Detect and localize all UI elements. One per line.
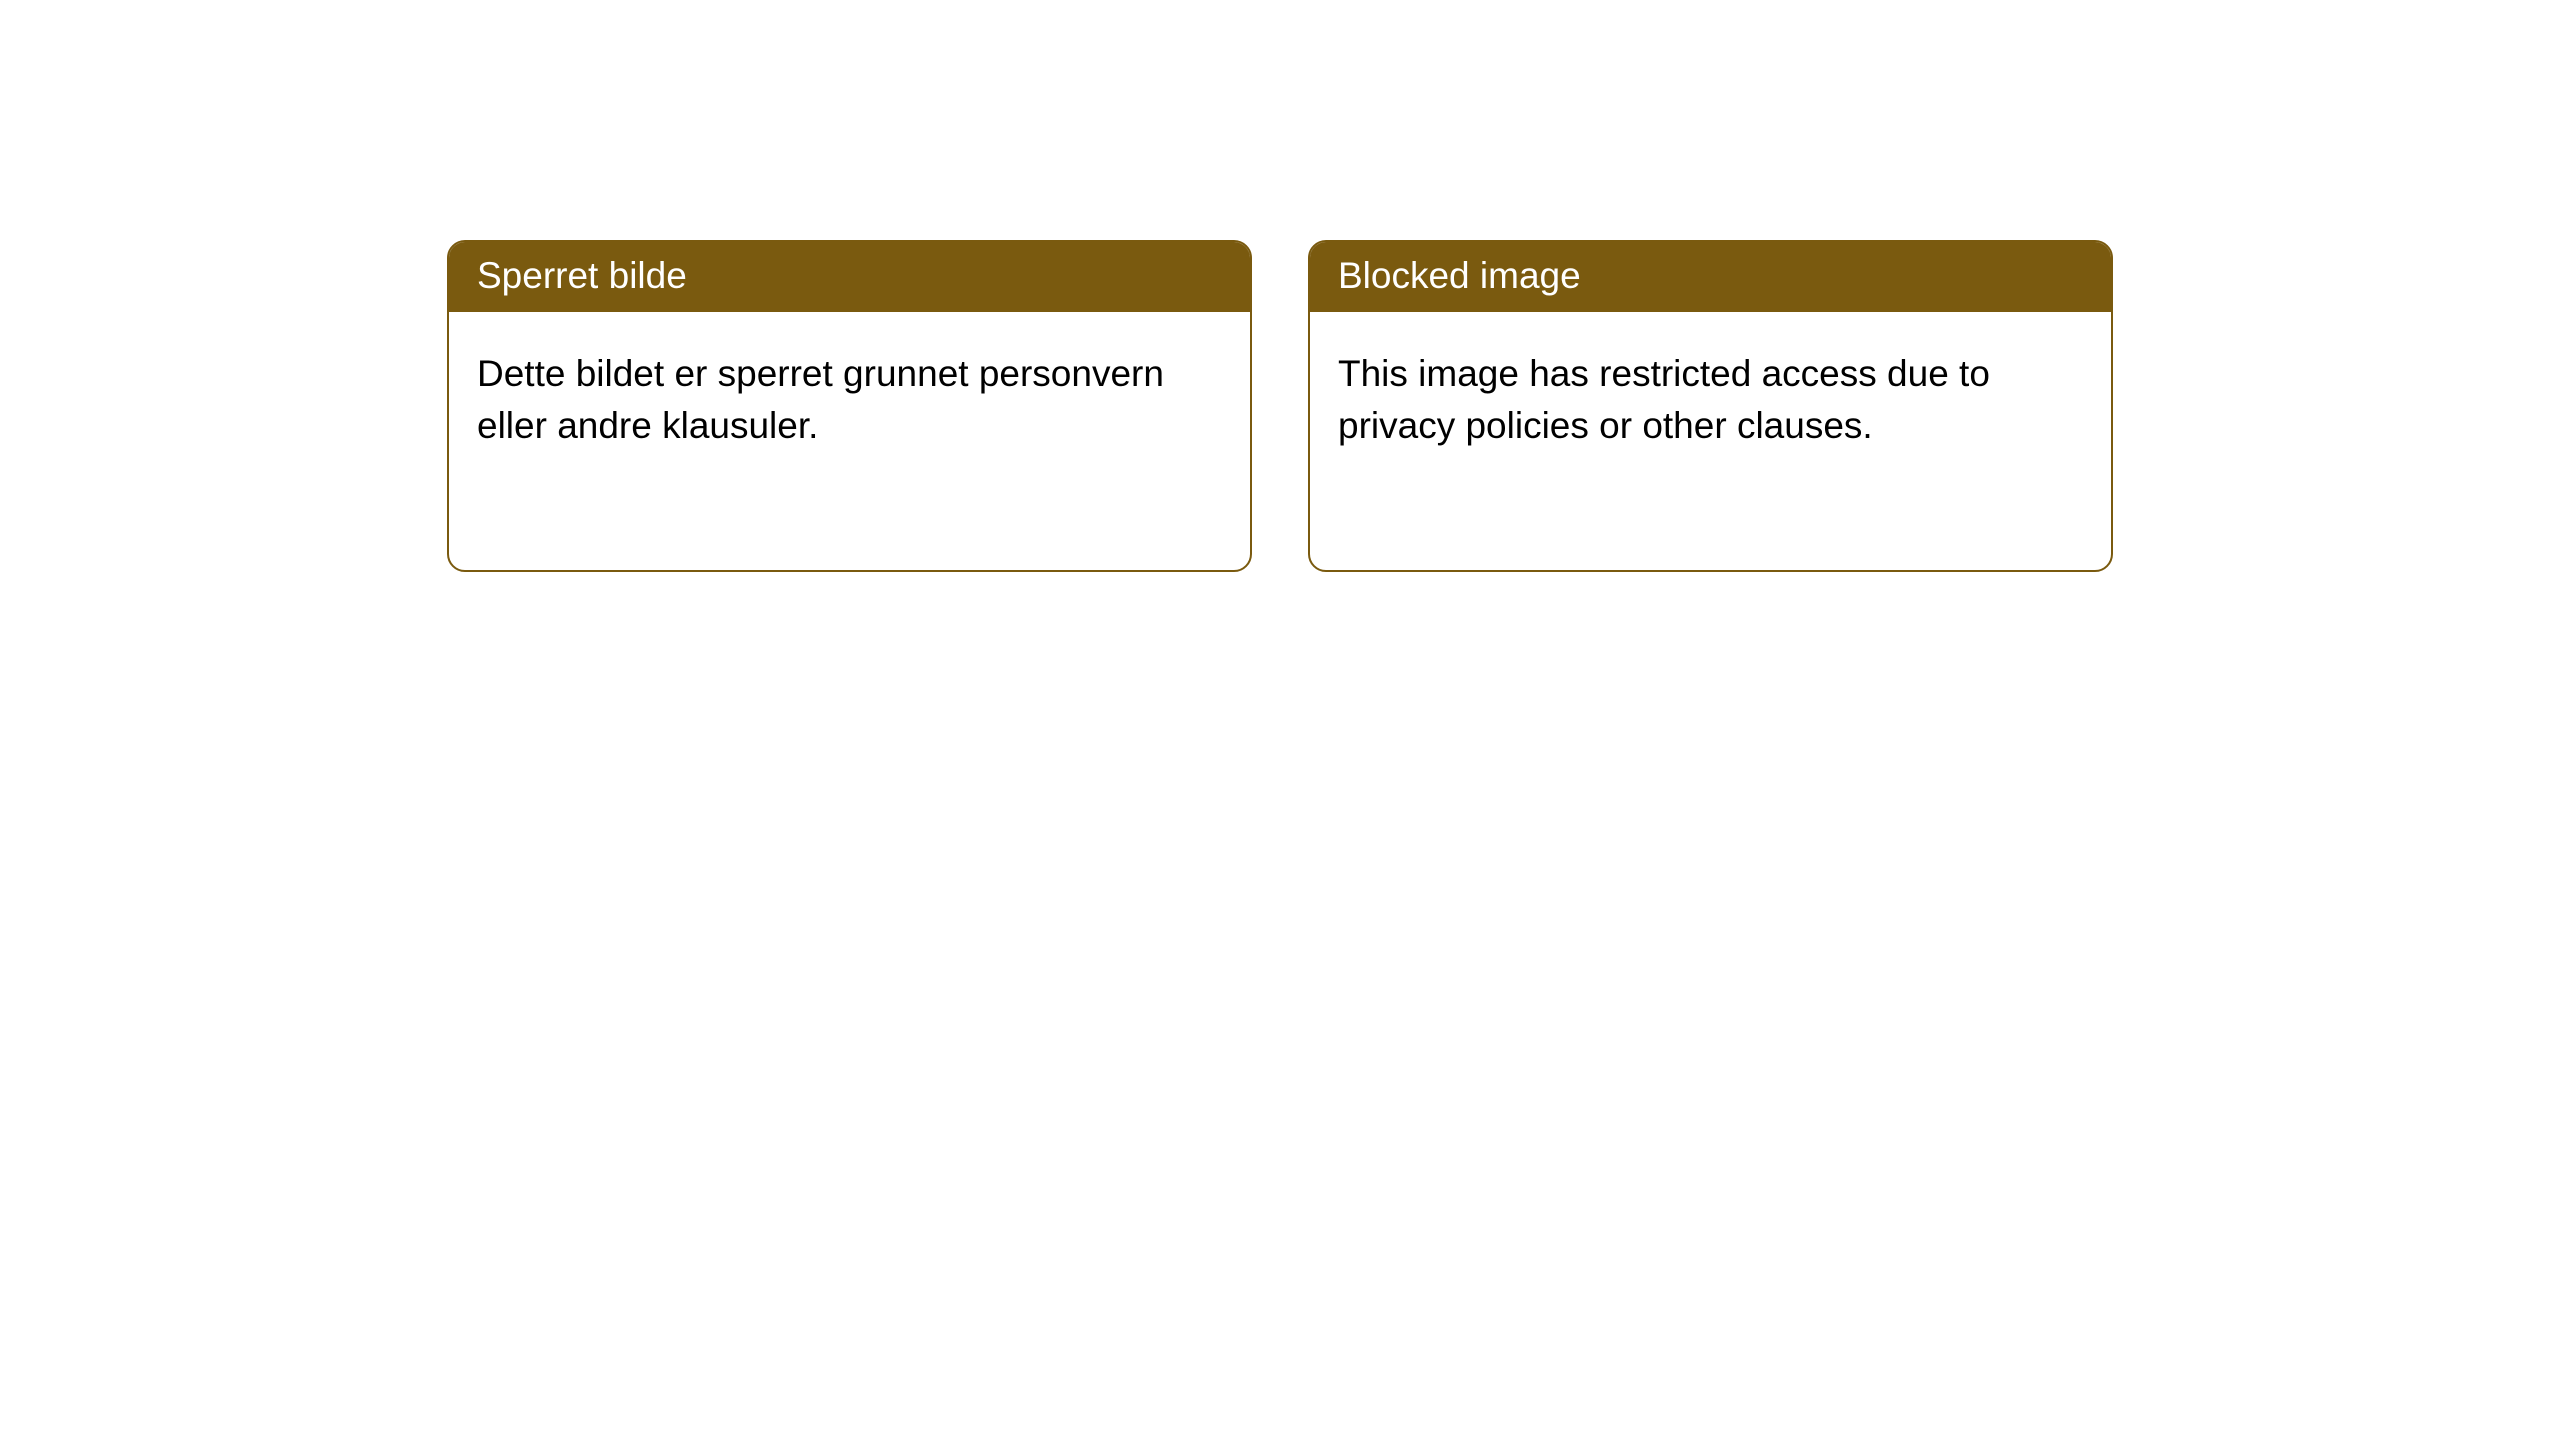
card-title: Sperret bilde <box>477 255 687 296</box>
notice-card-norwegian: Sperret bilde Dette bildet er sperret gr… <box>447 240 1252 572</box>
card-body-text: Dette bildet er sperret grunnet personve… <box>477 353 1164 446</box>
card-body: Dette bildet er sperret grunnet personve… <box>449 312 1250 480</box>
card-body: This image has restricted access due to … <box>1310 312 2111 480</box>
card-header: Sperret bilde <box>449 242 1250 312</box>
notice-cards-container: Sperret bilde Dette bildet er sperret gr… <box>447 240 2113 572</box>
card-body-text: This image has restricted access due to … <box>1338 353 1990 446</box>
card-title: Blocked image <box>1338 255 1581 296</box>
card-header: Blocked image <box>1310 242 2111 312</box>
notice-card-english: Blocked image This image has restricted … <box>1308 240 2113 572</box>
